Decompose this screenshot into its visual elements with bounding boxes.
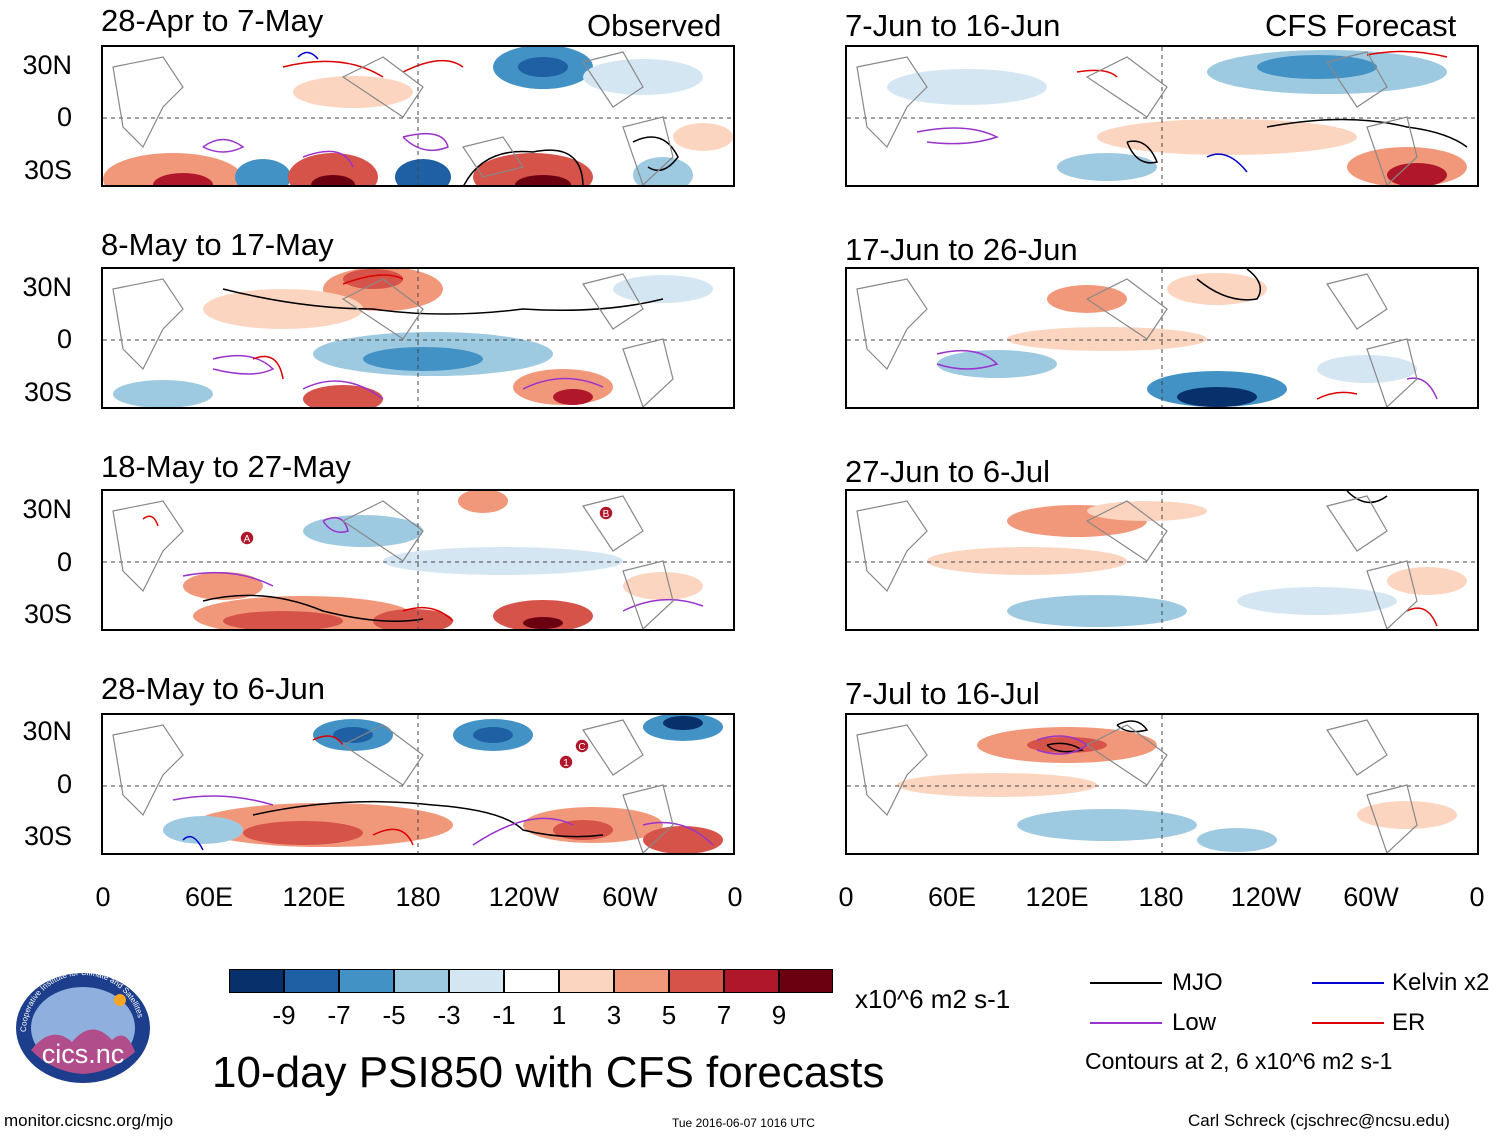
colorbar-label: 5 (661, 1000, 677, 1030)
ytick-0-row4: 0 (56, 769, 72, 799)
storm-marker-a: A (239, 530, 255, 546)
xtick-left-120w: 120W (488, 882, 560, 912)
colorbar-label: -7 (327, 1000, 351, 1030)
colorbar-cell-8 (614, 969, 669, 993)
ytick-30n-row2: 30N (22, 272, 72, 302)
forecast-panel-title-4: 7-Jul to 16-Jul (845, 676, 1040, 711)
legend-line-er (1312, 1022, 1384, 1024)
svg-text:1: 1 (563, 758, 569, 769)
ytick-0-row3: 0 (56, 547, 72, 577)
legend-label-low: Low (1172, 1009, 1217, 1036)
forecast-map-4 (845, 713, 1479, 855)
footer-credit: Carl Schreck (cjschrec@ncsu.edu) (1188, 1111, 1450, 1130)
colorbar-label: -1 (492, 1000, 516, 1030)
ytick-30s-row2: 30S (23, 377, 72, 407)
main-title: 10-day PSI850 with CFS forecasts (212, 1048, 885, 1097)
footer-url: monitor.cicsnc.org/mjo (4, 1111, 174, 1130)
legend-line-low (1090, 1022, 1162, 1024)
legend-line-mjo (1090, 982, 1162, 984)
forecast-panel-title-2: 17-Jun to 26-Jun (845, 232, 1078, 267)
observed-panel-title-4: 28-May to 6-Jun (101, 671, 325, 706)
legend-label-kelvin: Kelvin x2 (1392, 969, 1490, 996)
xtick-left-0-end: 0 (727, 882, 743, 912)
colorbar-cell-4 (394, 969, 449, 993)
observed-map-4: 1 C (101, 713, 735, 855)
colorbar-cell-1 (229, 969, 284, 993)
observed-panel-title-1: 28-Apr to 7-May (101, 3, 324, 38)
ytick-30n-row4: 30N (22, 716, 72, 746)
colorbar-label: -3 (437, 1000, 461, 1030)
colorbar-cell-2 (284, 969, 339, 993)
xtick-left-0: 0 (95, 882, 111, 912)
storm-marker-b: B (598, 505, 614, 521)
svg-text:C: C (578, 742, 585, 753)
storm-marker-1: 1 (558, 754, 574, 770)
ytick-30s-row3: 30S (23, 599, 72, 629)
xtick-left-60w: 60W (602, 882, 658, 912)
colorbar-label: -9 (272, 1000, 296, 1030)
ytick-0-row1: 0 (56, 102, 72, 132)
footer-timestamp: Tue 2016-06-07 1016 UTC (672, 1116, 815, 1130)
cics-logo: Cooperative Institute for Climate and Sa… (12, 962, 154, 1084)
observed-map-1 (101, 45, 735, 187)
colorbar-cell-3 (339, 969, 394, 993)
observed-panel-title-2: 8-May to 17-May (101, 227, 334, 262)
svg-text:B: B (603, 509, 610, 520)
observed-map-3: A B (101, 489, 735, 631)
xtick-left-120e: 120E (282, 882, 346, 912)
colorbar-cell-9 (669, 969, 724, 993)
colorbar-cell-6 (504, 969, 559, 993)
colorbar-units: x10^6 m2 s-1 (855, 984, 1011, 1014)
storm-marker-c: C (574, 738, 590, 754)
legend-label-er: ER (1392, 1009, 1426, 1036)
legend-line-kelvin (1312, 982, 1384, 984)
xtick-right-0: 0 (838, 882, 854, 912)
ytick-0-row2: 0 (56, 324, 72, 354)
forecast-header: CFS Forecast (1265, 8, 1457, 43)
colorbar-cell-5 (449, 969, 504, 993)
colorbar-cell-10 (724, 969, 779, 993)
ytick-30s-row4: 30S (23, 821, 72, 851)
colorbar-label: 7 (716, 1000, 732, 1030)
xtick-left-60e: 60E (184, 882, 234, 912)
colorbar-label: -5 (382, 1000, 406, 1030)
observed-header: Observed (587, 8, 722, 43)
forecast-map-3 (845, 489, 1479, 631)
svg-text:A: A (244, 534, 251, 545)
xtick-left-180: 180 (395, 882, 441, 912)
forecast-panel-title-3: 27-Jun to 6-Jul (845, 454, 1051, 489)
forecast-panel-title-1: 7-Jun to 16-Jun (845, 8, 1061, 43)
ytick-30s-row1: 30S (23, 155, 72, 185)
colorbar-label: 3 (606, 1000, 622, 1030)
xtick-right-0-end: 0 (1469, 882, 1485, 912)
xtick-right-180: 180 (1138, 882, 1184, 912)
svg-text:cics.nc: cics.nc (42, 1039, 125, 1069)
colorbar-label: 9 (771, 1000, 787, 1030)
colorbar-cell-7 (559, 969, 614, 993)
xtick-right-60e: 60E (927, 882, 977, 912)
colorbar-cell-11 (779, 969, 833, 993)
xtick-right-120e: 120E (1025, 882, 1089, 912)
forecast-map-1 (845, 45, 1479, 187)
forecast-map-2 (845, 267, 1479, 409)
observed-map-2 (101, 267, 735, 409)
legend-label-mjo: MJO (1172, 969, 1223, 996)
xtick-right-120w: 120W (1230, 882, 1302, 912)
colorbar-label: 1 (551, 1000, 567, 1030)
ytick-30n-row1: 30N (22, 50, 72, 80)
ytick-30n-row3: 30N (22, 494, 72, 524)
observed-panel-title-3: 18-May to 27-May (101, 449, 351, 484)
legend-note: Contours at 2, 6 x10^6 m2 s-1 (1085, 1048, 1393, 1074)
xtick-right-60w: 60W (1343, 882, 1399, 912)
